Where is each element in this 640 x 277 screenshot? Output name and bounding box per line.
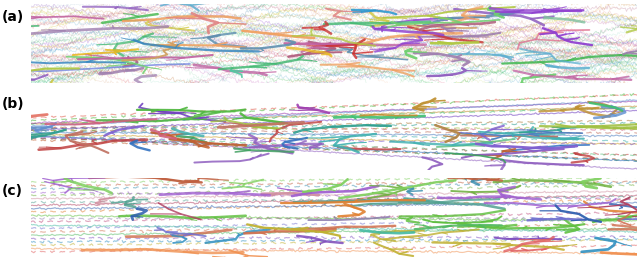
- Text: (b): (b): [1, 97, 24, 111]
- Text: (a): (a): [1, 11, 24, 24]
- Text: (c): (c): [1, 184, 22, 198]
